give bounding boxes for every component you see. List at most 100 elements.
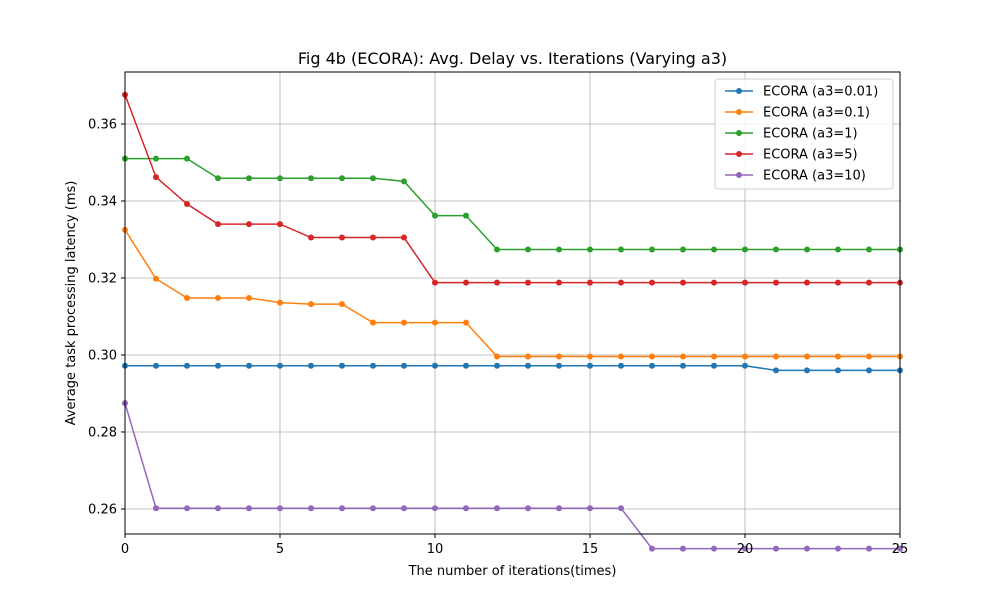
data-point bbox=[587, 353, 593, 360]
data-point bbox=[246, 175, 252, 182]
legend-label: ECORA (a3=5) bbox=[763, 148, 858, 163]
data-point bbox=[339, 175, 345, 182]
data-point bbox=[339, 505, 345, 512]
data-point bbox=[463, 319, 469, 326]
x-tick-label: 25 bbox=[892, 542, 909, 557]
data-point bbox=[711, 246, 717, 253]
data-point bbox=[587, 279, 593, 286]
data-point bbox=[897, 545, 903, 552]
data-point bbox=[866, 246, 872, 253]
data-point bbox=[587, 246, 593, 253]
y-tick-label: 0.28 bbox=[88, 425, 117, 440]
data-point bbox=[773, 367, 779, 374]
data-point bbox=[494, 279, 500, 286]
data-point bbox=[494, 246, 500, 253]
legend-item: ECORA (a3=0.01) bbox=[725, 85, 878, 100]
data-point bbox=[742, 362, 748, 369]
data-point bbox=[463, 505, 469, 512]
legend-marker bbox=[736, 151, 742, 157]
legend-item: ECORA (a3=10) bbox=[725, 169, 866, 184]
data-point bbox=[494, 353, 500, 360]
data-point bbox=[215, 175, 221, 182]
data-point bbox=[773, 279, 779, 286]
data-point bbox=[401, 505, 407, 512]
data-point bbox=[277, 362, 283, 369]
data-point bbox=[153, 362, 159, 369]
data-point bbox=[649, 545, 655, 552]
legend-label: ECORA (a3=1) bbox=[763, 127, 858, 142]
x-tick-label: 0 bbox=[121, 542, 129, 557]
data-point bbox=[463, 362, 469, 369]
y-tick-label: 0.30 bbox=[88, 348, 117, 363]
data-point bbox=[370, 319, 376, 326]
data-point bbox=[804, 279, 810, 286]
data-point bbox=[339, 301, 345, 308]
data-point bbox=[246, 294, 252, 301]
data-point bbox=[680, 246, 686, 253]
series-4 bbox=[122, 91, 903, 286]
legend-marker bbox=[736, 130, 742, 136]
data-point bbox=[835, 353, 841, 360]
legend-box bbox=[714, 78, 894, 190]
data-point bbox=[556, 505, 562, 512]
data-point bbox=[618, 353, 624, 360]
data-point bbox=[401, 178, 407, 185]
legend-marker bbox=[736, 88, 742, 94]
data-point bbox=[525, 279, 531, 286]
data-point bbox=[215, 505, 221, 512]
data-point bbox=[308, 505, 314, 512]
data-point bbox=[866, 353, 872, 360]
data-point bbox=[556, 362, 562, 369]
y-tick-label: 0.34 bbox=[88, 194, 117, 209]
data-point bbox=[432, 319, 438, 326]
data-point bbox=[649, 362, 655, 369]
series-5 bbox=[122, 400, 903, 552]
data-point bbox=[308, 175, 314, 182]
data-point bbox=[804, 353, 810, 360]
y-tick-label: 0.36 bbox=[88, 117, 117, 132]
data-point bbox=[246, 362, 252, 369]
data-point bbox=[711, 545, 717, 552]
data-point bbox=[463, 212, 469, 219]
data-point bbox=[618, 362, 624, 369]
data-point bbox=[618, 505, 624, 512]
x-axis-label: The number of iterations(times) bbox=[408, 564, 617, 579]
data-point bbox=[215, 362, 221, 369]
data-point bbox=[866, 367, 872, 374]
chart-title: Fig 4b (ECORA): Avg. Delay vs. Iteration… bbox=[298, 49, 727, 68]
data-point bbox=[742, 246, 748, 253]
data-point bbox=[153, 275, 159, 282]
plot-frame bbox=[124, 71, 901, 535]
data-point bbox=[370, 234, 376, 241]
data-point bbox=[773, 353, 779, 360]
data-point bbox=[556, 353, 562, 360]
data-point bbox=[742, 353, 748, 360]
data-point bbox=[184, 155, 190, 162]
axis-ticks: 0 5 10 15 20 25 0.26 0.28 0.30 0.32 0.34 0.36 bbox=[88, 117, 908, 557]
x-tick-label: 15 bbox=[582, 542, 599, 557]
data-point bbox=[153, 155, 159, 162]
data-point bbox=[525, 362, 531, 369]
data-point bbox=[370, 175, 376, 182]
legend-marker bbox=[736, 172, 742, 178]
data-point bbox=[649, 353, 655, 360]
series-2 bbox=[122, 226, 903, 360]
data-point bbox=[618, 246, 624, 253]
data-point bbox=[432, 279, 438, 286]
data-point bbox=[370, 362, 376, 369]
data-point bbox=[587, 505, 593, 512]
data-point bbox=[680, 353, 686, 360]
data-point bbox=[618, 279, 624, 286]
data-point bbox=[308, 362, 314, 369]
data-point bbox=[215, 294, 221, 301]
data-point bbox=[866, 279, 872, 286]
data-point bbox=[246, 221, 252, 228]
legend-label: ECORA (a3=0.01) bbox=[763, 85, 878, 100]
data-point bbox=[401, 362, 407, 369]
data-point bbox=[556, 279, 562, 286]
data-point bbox=[277, 175, 283, 182]
data-point bbox=[215, 221, 221, 228]
data-point bbox=[835, 246, 841, 253]
data-point bbox=[804, 246, 810, 253]
legend: ECORA (a3=0.01) ECORA (a3=0.1) ECORA (a3=1… bbox=[714, 78, 894, 190]
